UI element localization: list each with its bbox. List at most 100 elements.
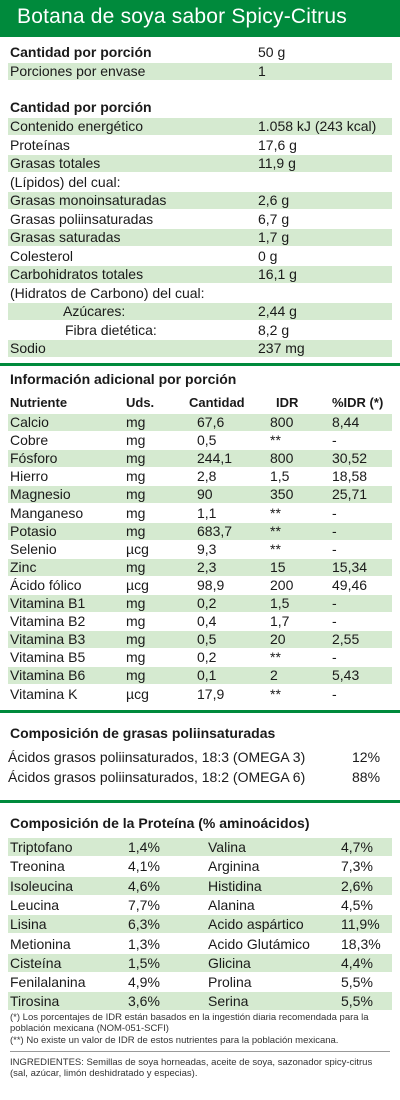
fat-label: Ácidos grasos poliinsaturados, 18:3 (OME… [8,749,306,765]
fat-value: 12% [352,749,381,765]
col-cantidad-cell: 98,9 [197,576,225,593]
col-pidr-header: %IDR (*) [332,395,384,410]
nutrient-label: Carbohidratos totales [10,266,144,282]
aminoacid-percent: 4,6% [128,877,160,894]
composition-row: Grasas poliinsaturadas 6,7 g [8,211,392,228]
col-idr-cell: 350 [270,486,294,503]
aminoacid-row: Lisina 6,3% Acido aspártico 11,9% [8,915,392,934]
fat-label: Ácidos grasos poliinsaturados, 18:2 (OME… [8,769,306,785]
nutrient-label: Fibra dietética: [65,321,157,338]
col-nutriente-cell: Selenio [10,540,57,557]
col-cantidad-cell: 0,2 [197,595,217,611]
aminoacid-name: Alanina [208,896,255,913]
minerals-column-headers: Nutriente Uds. Cantidad IDR %IDR (*) [8,394,392,411]
mineral-row: Vitamina B3 mg 0,5 20 2,55 [8,631,392,649]
aminoacid-row: Isoleucina 4,6% Histidina 2,6% [8,876,392,895]
col-idr-cell: ** [270,522,281,539]
mineral-row: Vitamina B2 mg 0,4 1,7 - [8,613,392,630]
aminoacid-row: Leucina 7,7% Alanina 4,5% [8,896,392,914]
aminoacid-name: Treonina [10,858,65,875]
mineral-row: Cobre mg 0,5 ** - [8,432,392,449]
serving-label: Cantidad por porción [10,44,152,60]
col-nutriente-cell: Fósforo [10,450,58,467]
fats-header: Composición de grasas poliinsaturadas [10,725,276,741]
col-nutriente-cell: Vitamina B3 [10,631,86,648]
nutrient-label: Azúcares: [63,303,126,319]
col-pidr-cell: - [332,649,337,666]
aminoacid-name: Lisina [10,916,47,933]
mineral-row: Zinc mg 2,3 15 15,34 [8,558,392,576]
composition-row: Grasas monoinsaturadas 2,6 g [8,192,392,209]
aminoacid-percent: 7,3% [341,858,373,875]
nutrient-label: Grasas poliinsaturadas [10,210,154,227]
col-pidr-cell: 25,71 [332,486,368,503]
aminoacid-row: Metionina 1,3% Acido Glutámico 18,3% [8,935,392,953]
nutrient-value: 8,2 g [258,321,290,338]
mineral-row: Vitamina K µcg 17,9 ** - [8,686,392,703]
col-uds-cell: mg [126,432,146,449]
col-idr-cell: ** [270,540,281,557]
col-uds-header: Uds. [126,395,155,410]
nutrient-value: 17,6 g [258,136,297,153]
col-pidr-cell: 18,58 [332,468,368,485]
aminoacid-row: Cisteína 1,5% Glicina 4,4% [8,953,392,972]
mineral-row: Vitamina B5 mg 0,2 ** - [8,649,392,666]
aminoacid-name: Leucina [10,896,60,913]
nutrient-value: 6,7 g [258,210,290,227]
section-divider [0,710,400,713]
aminoacid-percent: 4,4% [341,954,373,971]
col-pidr-cell: 5,43 [332,667,360,684]
aminoacid-percent: 5,5% [341,974,373,991]
col-cantidad-cell: 0,5 [197,631,217,648]
section-divider [0,800,400,803]
col-idr-cell: 200 [270,576,294,593]
composition-row: Proteínas 17,6 g [8,137,392,154]
serving-row: Cantidad por porción 50 g [8,44,392,61]
col-nutriente-cell: Vitamina K [10,685,78,702]
mineral-row: Ácido fólico µcg 98,9 200 49,46 [8,577,392,594]
col-uds-cell: mg [126,558,146,575]
nutrient-label: Contenido energético [10,118,144,134]
col-nutriente-cell: Magnesio [10,486,71,503]
aminoacid-name: Prolina [208,974,252,991]
col-cantidad-cell: 90 [197,486,213,503]
col-uds-cell: mg [126,450,146,467]
aminoacid-percent: 6,3% [128,916,160,933]
col-idr-cell: 2 [270,667,278,684]
aminoacid-percent: 4,5% [341,896,373,913]
aminoacid-name: Arginina [208,858,260,875]
minerals-header: Información adicional por porción [10,371,237,387]
composition-row: (Hidratos de Carbono) del cual: [8,285,392,302]
col-pidr-cell: - [332,540,337,557]
composition-row: (Lípidos) del cual: [8,174,392,191]
col-cantidad-cell: 9,3 [197,540,217,557]
col-cantidad-cell: 0,1 [197,667,217,684]
nutrient-value: 11,9 g [258,155,296,171]
ingredients-text: INGREDIENTES: Semillas de soya horneadas… [10,1057,373,1079]
col-pidr-cell: 8,44 [332,414,360,430]
fat-row: Ácidos grasos poliinsaturados, 18:2 (OME… [8,768,392,786]
aminoacid-name: Valina [208,839,246,855]
col-nutriente-cell: Vitamina B5 [10,649,86,666]
col-nutriente-cell: Zinc [10,558,37,575]
nutrient-value: 2,44 g [258,303,297,319]
mineral-row: Manganeso mg 1,1 ** - [8,505,392,522]
aminoacid-name: Metionina [10,935,71,952]
col-pidr-cell: - [332,613,337,630]
col-idr-cell: ** [270,504,281,521]
serving-row: Porciones por envase 1 [8,63,392,80]
nutrient-label: Colesterol [10,247,74,264]
fat-row: Ácidos grasos poliinsaturados, 18:3 (OME… [8,748,392,766]
nutrient-label: Grasas totales [10,155,101,171]
aminoacid-name: Isoleucina [10,877,74,894]
col-uds-cell: mg [126,595,146,611]
col-nutriente-cell: Manganeso [10,504,84,521]
mineral-row: Selenio µcg 9,3 ** - [8,541,392,558]
aminoacid-name: Fenilalanina [10,974,86,991]
col-pidr-cell: 2,55 [332,631,360,648]
col-pidr-cell: - [332,595,337,611]
col-pidr-cell: 49,46 [332,576,368,593]
col-uds-cell: mg [126,414,146,430]
col-idr-cell: 15 [270,558,286,575]
col-cantidad-cell: 1,1 [197,504,217,521]
